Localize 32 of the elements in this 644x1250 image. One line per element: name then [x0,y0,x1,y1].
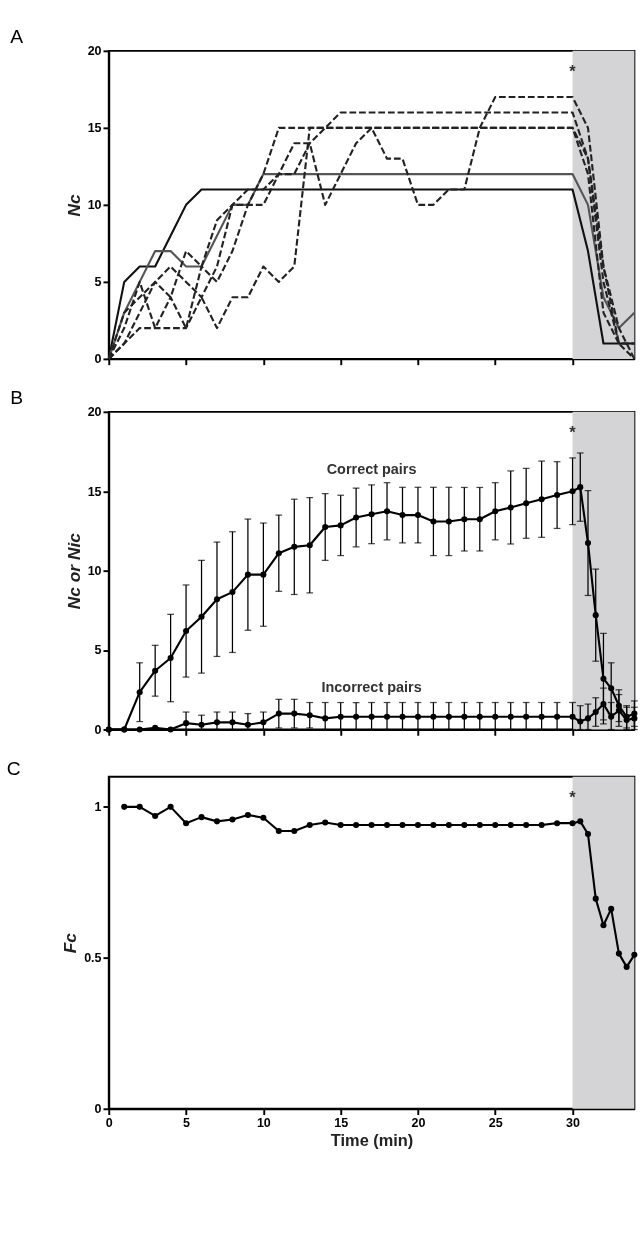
annotation: * [569,787,577,806]
y-tick-label: 0 [94,352,102,367]
x-tick-label: 30 [566,1115,581,1130]
y-tick-label: 10 [87,564,102,578]
x-tick-label: 10 [256,1115,271,1130]
y-tick-label: 15 [87,121,102,136]
y-tick-label: 5 [94,275,102,290]
chart-title: C [6,757,21,779]
y-tick-label: 15 [87,484,102,499]
y-tick-label: 20 [87,44,102,59]
annotation: * [569,422,577,441]
series-label: Incorrect pairs [321,678,422,695]
x-tick-label: 20 [411,1115,426,1130]
y-tick-label: 1 [94,800,102,815]
x-tick-label: 15 [334,1115,349,1130]
y-tick-label: 0 [94,722,102,737]
chart-title: B [10,387,23,409]
x-tick-label: 25 [488,1115,503,1130]
y-tick-label: 10 [87,198,102,213]
annotation: * [569,61,577,80]
x-tick-label: 0 [105,1115,113,1130]
y-tick-label: 0.5 [84,951,102,966]
y-axis-title: Nc [63,193,84,217]
y-axis-title: Nc or Nic [63,532,84,610]
y-tick-label: 0 [94,1102,102,1117]
text: Correct pairs [326,461,417,478]
y-axis-title: Fc [60,932,81,954]
x-axis-title: Time (min) [330,1130,414,1149]
x-tick-label: 5 [183,1115,191,1130]
y-tick-label: 20 [87,405,102,420]
chart-title: A [10,26,24,48]
y-tick-label: 5 [94,643,102,658]
